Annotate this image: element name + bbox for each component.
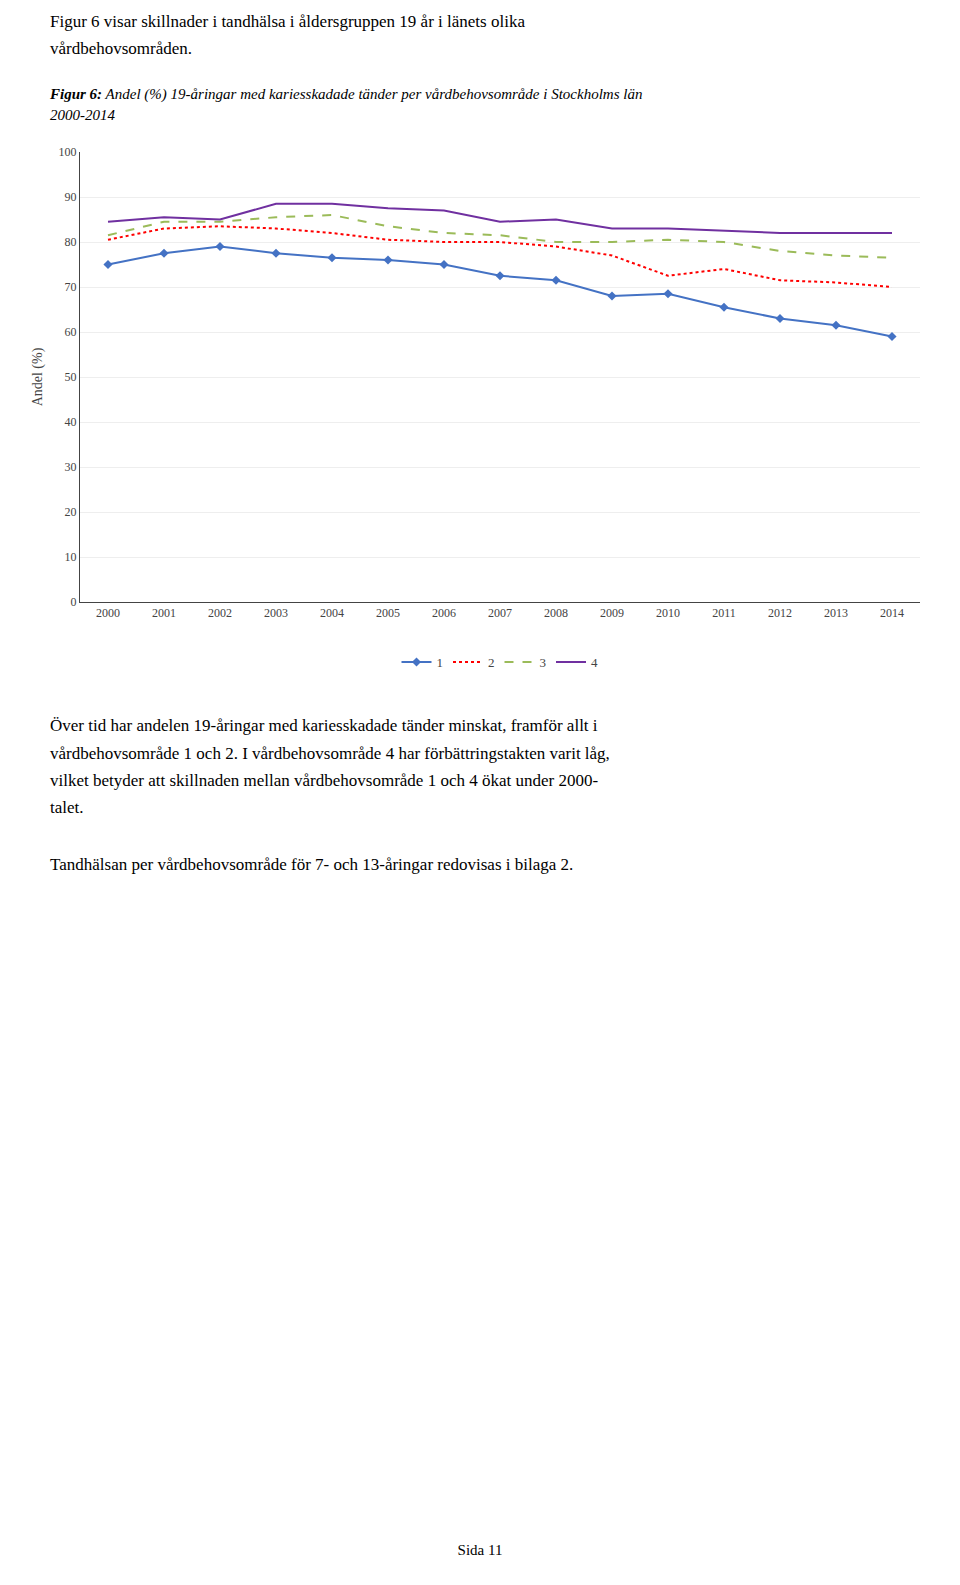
svg-text:40: 40 (65, 416, 77, 430)
svg-text:2008: 2008 (544, 607, 568, 621)
svg-text:2007: 2007 (488, 607, 512, 621)
svg-text:100: 100 (59, 146, 77, 160)
svg-text:2004: 2004 (320, 607, 344, 621)
svg-text:2: 2 (488, 655, 495, 670)
html-text:Figur 6 visar skillnader i tan: Figur 6 visar skillnader i tandhälsa i å… (50, 12, 525, 59)
html-text:Figur 6: Andel (%) 19-åringar: Figur 6: Andel (%) 19-åringar med karies… (50, 86, 643, 124)
html-text:Tandhälsan per vårdbehovsområd: Tandhälsan per vårdbehovsområde för 7- o… (50, 855, 574, 875)
html-text:Sida 11: Sida 11 (457, 1542, 503, 1558)
svg-text:2003: 2003 (264, 607, 288, 621)
svg-text:2000: 2000 (96, 607, 120, 621)
svg-text:90: 90 (65, 191, 77, 205)
html-text:Över tid har andelen 19-åringa: Över tid har andelen 19-åringar med kari… (50, 716, 610, 817)
svg-text:20: 20 (65, 506, 77, 520)
svg-text:70: 70 (65, 281, 77, 295)
svg-text:50: 50 (65, 371, 77, 385)
svg-text:4: 4 (591, 655, 598, 670)
svg-text:2012: 2012 (768, 607, 792, 621)
svg-text:2001: 2001 (152, 607, 176, 621)
svg-text:2013: 2013 (824, 607, 848, 621)
svg-text:1: 1 (437, 655, 444, 670)
svg-text:2009: 2009 (600, 607, 624, 621)
svg-text:2010: 2010 (656, 607, 680, 621)
svg-text:2006: 2006 (432, 607, 456, 621)
svg-text:2011: 2011 (712, 607, 736, 621)
svg-text:60: 60 (65, 326, 77, 340)
svg-text:80: 80 (65, 236, 77, 250)
svg-text:2005: 2005 (376, 607, 400, 621)
svg-text:30: 30 (65, 461, 77, 475)
svg-text:10: 10 (65, 551, 77, 565)
svg-text:2014: 2014 (880, 607, 904, 621)
svg-text:Andel (%): Andel (%) (30, 348, 46, 407)
svg-text:3: 3 (540, 655, 547, 670)
svg-text:2002: 2002 (208, 607, 232, 621)
svg-text:0: 0 (71, 596, 77, 610)
